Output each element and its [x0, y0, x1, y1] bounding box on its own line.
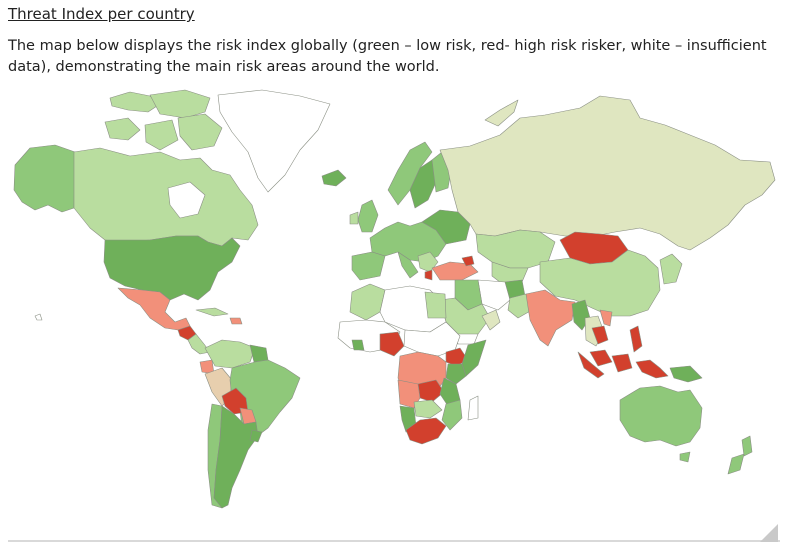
country-indonesia-borneo — [611, 353, 633, 373]
map-description: The map below displays the risk index gl… — [8, 38, 767, 75]
country-kenya — [445, 363, 467, 385]
country-vietnam — [599, 309, 613, 327]
country-greenland — [217, 89, 331, 193]
country-mozambique — [441, 399, 463, 431]
country-png — [669, 365, 703, 383]
country-canada — [73, 147, 259, 247]
country-uruguay — [249, 429, 263, 443]
country-cuba — [195, 307, 229, 317]
country-hawaii — [34, 313, 43, 321]
world-risk-map — [8, 83, 780, 541]
country-china — [539, 249, 661, 317]
country-caucasus — [461, 255, 475, 267]
country-indonesia-sumatra — [577, 351, 605, 379]
country-uk — [357, 199, 379, 233]
country-ireland — [349, 211, 359, 225]
country-alaska — [13, 144, 76, 213]
country-madagascar — [467, 395, 479, 421]
country-egypt — [424, 291, 447, 319]
country-indonesia-east — [635, 359, 669, 379]
country-caribbean — [229, 317, 243, 325]
country-greece — [424, 269, 433, 281]
country-canada-arctic — [109, 91, 161, 113]
country-philippines — [629, 325, 643, 353]
country-somalia — [461, 339, 487, 377]
page-title: Threat Index per country — [8, 5, 195, 23]
country-canada-arctic-3 — [177, 113, 223, 151]
country-guinea-region — [351, 339, 365, 351]
bottom-divider — [8, 540, 780, 542]
country-italy-balkans — [397, 251, 419, 279]
country-korea-japan — [659, 253, 683, 285]
country-new-zealand-north — [741, 435, 753, 457]
country-balkans — [417, 251, 439, 273]
country-russia-island — [484, 99, 519, 127]
country-iceland — [321, 169, 347, 187]
country-tasmania — [679, 451, 691, 463]
country-north-africa-west — [349, 283, 386, 321]
country-zambia — [413, 399, 443, 419]
country-turkey — [431, 261, 479, 281]
hudson-bay — [167, 181, 206, 219]
country-india — [525, 289, 576, 347]
country-scandinavia-norway — [387, 141, 433, 206]
country-iberia — [351, 251, 386, 281]
country-argentina — [213, 405, 259, 509]
country-guyana — [249, 344, 269, 363]
country-oman — [481, 309, 501, 331]
world-map-svg — [13, 89, 776, 509]
country-eastern-europe — [421, 209, 471, 245]
country-nigeria — [379, 331, 405, 357]
country-canada-arctic-4 — [104, 117, 141, 141]
country-malaysia — [589, 349, 613, 367]
country-south-africa — [405, 417, 447, 445]
country-usa — [103, 235, 241, 301]
resize-handle[interactable] — [760, 524, 778, 542]
country-pakistan — [507, 293, 533, 319]
country-thailand-cambodia — [591, 325, 609, 345]
country-new-zealand-south — [727, 453, 745, 475]
country-mexico — [117, 287, 191, 331]
country-western-europe — [369, 221, 447, 263]
country-canada-arctic-2 — [149, 89, 211, 119]
country-australia — [619, 385, 703, 447]
country-canada-arctic-5 — [144, 119, 179, 151]
